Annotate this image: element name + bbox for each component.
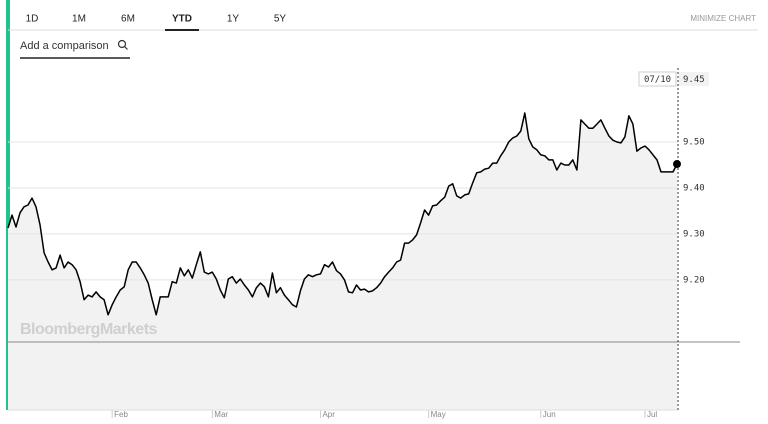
accent-bar [6,0,10,410]
plot [6,68,740,418]
tab[interactable]: 6M [121,14,135,25]
y-tick-label: 9.50 [683,137,705,147]
tab[interactable]: 1M [72,14,86,25]
price-line [7,112,678,316]
last-point [673,160,681,169]
crosshair-date-box [638,71,677,87]
crosshair-date: 07/10 [644,75,671,85]
minimize-button[interactable]: MINIMIZE CHART [690,14,756,23]
x-tick-label: Feb [114,410,128,419]
area [8,113,677,410]
x-tick-label: Jun [543,410,556,419]
tab[interactable]: 1Y [227,14,240,25]
tab[interactable]: 5Y [274,14,287,25]
crosshair-value-box [679,72,709,86]
tab[interactable]: 1D [26,14,39,25]
crosshair-value: 9.45 [683,75,705,85]
watermark: BloombergMarkets [20,321,158,338]
x-tick-label: Apr [322,410,335,419]
x-tick-label: Jul [647,410,657,419]
x-tick-label: May [431,410,446,419]
comparison-input[interactable]: Add a comparison [20,40,109,52]
y-tick-label: 9.30 [683,229,705,239]
tab[interactable]: YTD [172,14,192,25]
y-tick-label: 9.20 [683,275,705,285]
y-tick-label: 9.40 [683,183,705,193]
search-icon[interactable] [117,39,128,50]
x-tick-label: Mar [214,410,228,419]
